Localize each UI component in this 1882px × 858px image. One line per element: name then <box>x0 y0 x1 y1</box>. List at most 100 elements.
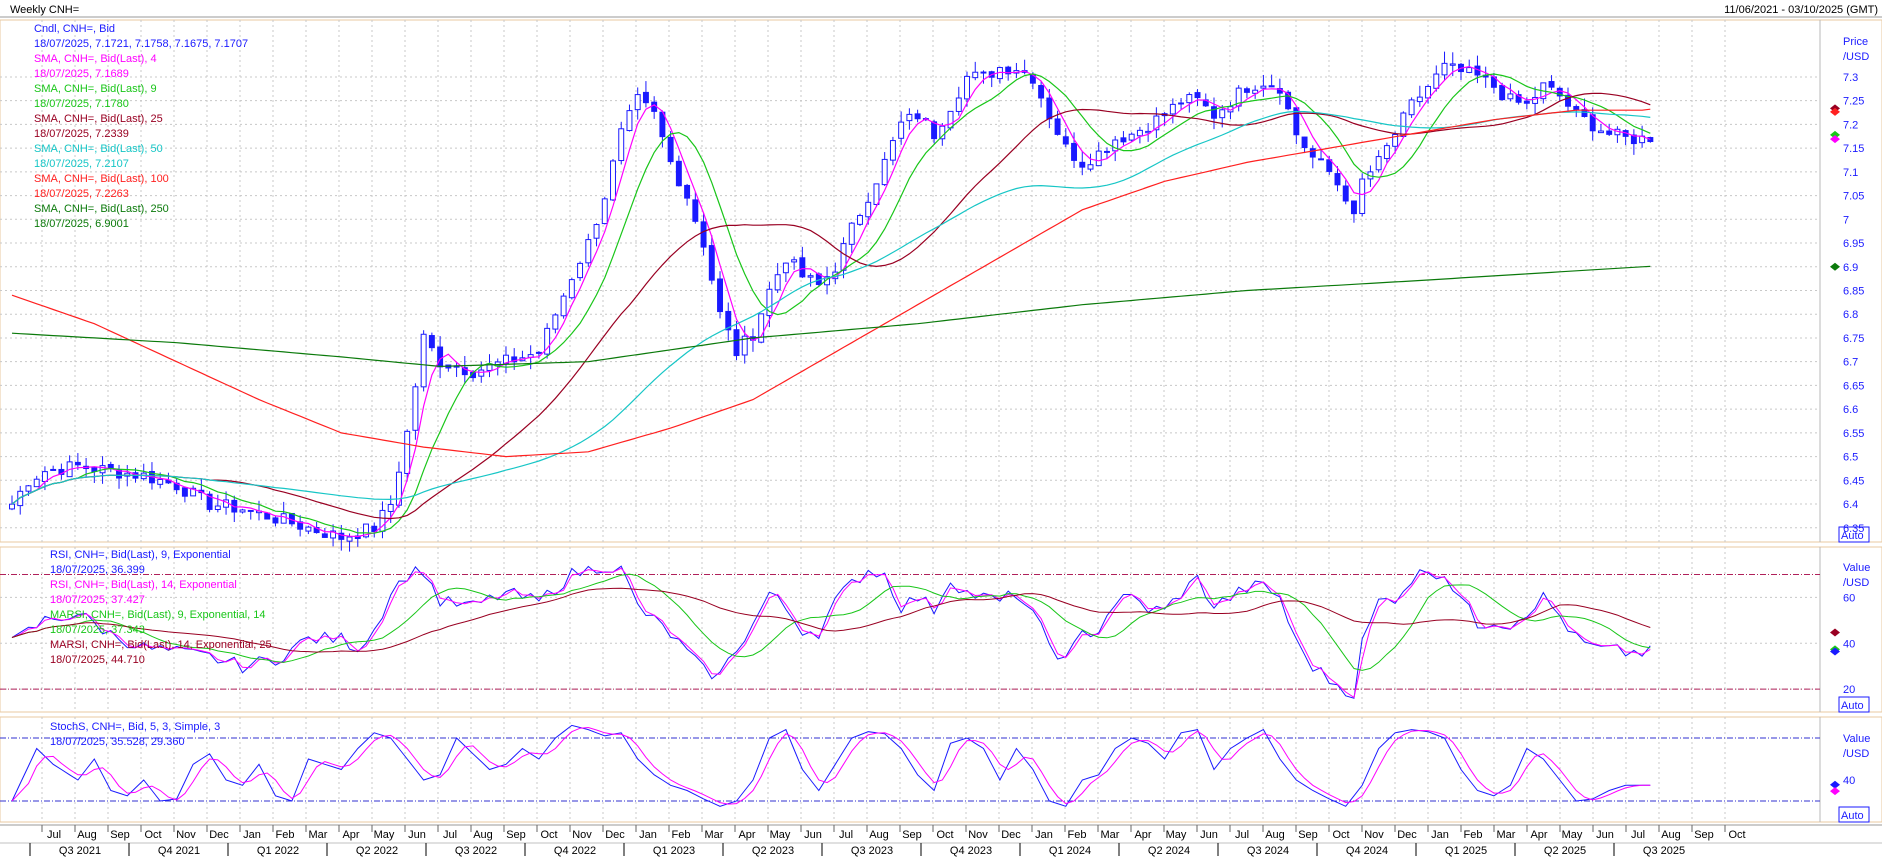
candle-body <box>881 158 888 186</box>
candle-body <box>1392 133 1399 147</box>
candle-body <box>17 490 24 507</box>
date-range: 11/06/2021 - 03/10/2025 (GMT) <box>1724 4 1878 16</box>
candle-body <box>1153 115 1160 131</box>
rsi-tick-label: 20 <box>1843 684 1855 696</box>
x-month-label: Feb <box>276 829 295 841</box>
candle-body <box>478 369 485 377</box>
legend-price-values-2: 18/07/2025, 7.1780 <box>34 98 129 110</box>
x-month-label: Jun <box>804 829 822 841</box>
candle-body <box>1194 92 1201 99</box>
x-month-label: Dec <box>1397 829 1417 841</box>
x-month-label: Sep <box>902 829 922 841</box>
stoch-pane[interactable] <box>11 724 1651 807</box>
candle-body <box>741 335 748 356</box>
candle-body <box>774 274 781 291</box>
candle-body <box>1350 200 1357 215</box>
stoch-marker <box>1830 780 1840 789</box>
x-quarter-label: Q2 2024 <box>1148 845 1190 857</box>
x-month-label: Nov <box>968 829 988 841</box>
x-month-label: Apr <box>1530 829 1547 841</box>
x-month-label: Dec <box>209 829 229 841</box>
x-quarter-label: Q1 2024 <box>1049 845 1091 857</box>
candle-body <box>1532 96 1539 104</box>
candle-body <box>560 295 567 317</box>
x-axis: Jul Aug Sep Oct Nov Dec Jan Feb Mar Apr May Jun Jul A… <box>0 824 1882 857</box>
rsi-auto-label: Auto <box>1841 700 1864 712</box>
candle-body <box>544 327 551 355</box>
x-month-label: May <box>1166 829 1187 841</box>
candle-body <box>931 121 938 140</box>
legend-rsi-name-1: RSI, CNH=, Bid(Last), 14, Exponential <box>50 579 237 591</box>
legend-rsi-name-2: MARSI, CNH=, Bid(Last), 9, Exponential, … <box>50 609 266 621</box>
x-month-label: Dec <box>1001 829 1021 841</box>
pane-frame-rsi <box>0 546 1882 713</box>
price-tick-label: 6.85 <box>1843 285 1864 297</box>
legend-price-name-2: SMA, CNH=, Bid(Last), 9 <box>34 83 157 95</box>
candle-body <box>1449 63 1456 66</box>
candle-body <box>387 503 394 512</box>
candle-body <box>1219 109 1226 119</box>
candle-body <box>906 113 913 122</box>
x-month-label: Sep <box>1694 829 1714 841</box>
x-month-label: May <box>770 829 791 841</box>
stoch-auto-label: Auto <box>1841 810 1864 822</box>
price-unit-label-0: Price <box>1843 36 1868 48</box>
rsi-pane[interactable] <box>11 565 1651 699</box>
window-title: Weekly CNH= <box>10 4 79 16</box>
x-month-label: Nov <box>176 829 196 841</box>
x-quarter-label: Q1 2022 <box>257 845 299 857</box>
legend-price-values-6: 18/07/2025, 6.9001 <box>34 218 129 230</box>
candle-body <box>511 356 518 363</box>
candle-body <box>1186 94 1193 104</box>
price-tick-label: 6.5 <box>1843 452 1858 464</box>
candle-body <box>684 184 691 199</box>
rsi-marker <box>1830 628 1840 637</box>
price-tick-label: 6.8 <box>1843 309 1858 321</box>
price-tick-label: 6.4 <box>1843 499 1858 511</box>
price-pane[interactable] <box>9 51 1654 552</box>
candle-body <box>667 136 674 163</box>
candle-body <box>1408 99 1415 116</box>
x-month-label: Jul <box>443 829 457 841</box>
candle-body <box>593 224 600 239</box>
candle-body <box>955 97 962 112</box>
candle-body <box>1647 137 1654 143</box>
x-month-label: Mar <box>1101 829 1120 841</box>
x-month-label: Sep <box>110 829 130 841</box>
candle-body <box>1309 148 1316 158</box>
candle-body <box>1178 102 1185 105</box>
candle-body <box>239 509 246 513</box>
x-quarter-label: Q1 2025 <box>1445 845 1487 857</box>
candle-body <box>371 525 378 532</box>
candle-body <box>865 201 872 218</box>
x-quarter-label: Q4 2024 <box>1346 845 1388 857</box>
candle-body <box>610 160 616 201</box>
candle-body <box>1441 62 1448 76</box>
rsi-auto-box <box>1838 696 1870 713</box>
x-month-label: Oct <box>1728 829 1745 841</box>
sma-250-line <box>11 265 1651 368</box>
x-month-label: Apr <box>738 829 755 841</box>
legend-price-values-1: 18/07/2025, 7.1689 <box>34 68 129 80</box>
candle-body <box>1375 156 1382 171</box>
candle-body <box>1383 145 1390 160</box>
candle-body <box>1062 136 1069 145</box>
candle-body <box>807 275 814 278</box>
x-month-label: Jun <box>1596 829 1614 841</box>
candle-body <box>321 533 328 538</box>
candle-body <box>675 160 682 187</box>
legend-price-name-1: SMA, CNH=, Bid(Last), 4 <box>34 53 157 65</box>
candle-body <box>1416 96 1423 103</box>
candle-body <box>74 461 81 466</box>
legend-rsi-values-0: 18/07/2025, 36.399 <box>50 564 145 576</box>
stoch-auto-box <box>1838 806 1870 823</box>
candle-body <box>1054 118 1061 135</box>
stoch-d-line <box>11 726 1651 805</box>
x-month-label: May <box>374 829 395 841</box>
candle-body <box>420 333 427 388</box>
candle-body <box>1252 89 1259 94</box>
candle-body <box>914 113 921 120</box>
candle-body <box>1606 130 1613 135</box>
